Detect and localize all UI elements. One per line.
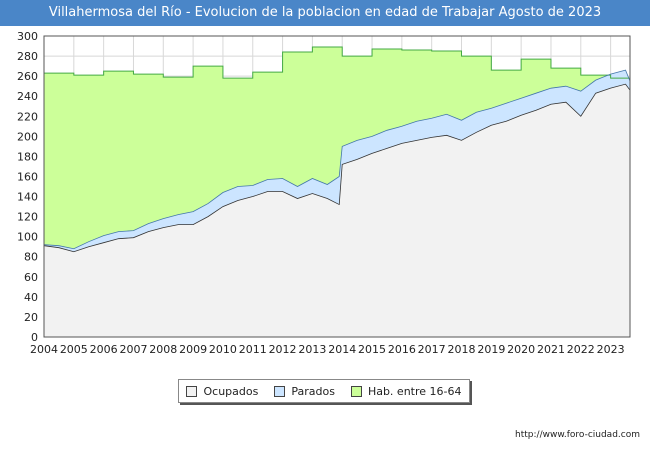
y-tick-label: 220 bbox=[17, 110, 38, 123]
y-tick-label: 80 bbox=[24, 251, 38, 264]
y-tick-label: 300 bbox=[17, 30, 38, 43]
y-tick-label: 60 bbox=[24, 271, 38, 284]
y-tick-label: 100 bbox=[17, 231, 38, 244]
x-tick-label: 2023 bbox=[597, 343, 625, 356]
x-tick-label: 2007 bbox=[119, 343, 147, 356]
plot-frame bbox=[43, 35, 631, 338]
x-tick-label: 2012 bbox=[269, 343, 297, 356]
y-tick-label: 140 bbox=[17, 191, 38, 204]
series-area-ocupados bbox=[44, 84, 630, 337]
chart-area: FORO-CIUDAD.COM0204060801001201401601802… bbox=[17, 30, 631, 356]
y-tick-label: 200 bbox=[17, 130, 38, 143]
chart-title: Villahermosa del Río - Evolucion de la p… bbox=[0, 0, 650, 26]
legend-label-parados: Parados bbox=[291, 384, 335, 398]
y-tick-label: 240 bbox=[17, 90, 38, 103]
legend-label-ocupados: Ocupados bbox=[203, 384, 259, 398]
legend-item-parados: Parados bbox=[274, 385, 335, 398]
y-tick-label: 0 bbox=[31, 331, 38, 344]
y-tick-label: 280 bbox=[17, 50, 38, 63]
x-tick-label: 2014 bbox=[328, 343, 356, 356]
legend-item-habitantes: Hab. entre 16-64 bbox=[350, 384, 462, 398]
x-tick-label: 2019 bbox=[477, 343, 505, 356]
legend-swatch-habitantes bbox=[350, 385, 362, 397]
y-tick-label: 160 bbox=[17, 170, 38, 183]
legend: Ocupados Parados Hab. entre 16-64 bbox=[178, 379, 470, 403]
source-url[interactable]: http://www.foro-ciudad.com bbox=[515, 430, 640, 440]
x-tick-label: 2021 bbox=[537, 343, 565, 356]
x-tick-label: 2006 bbox=[90, 343, 118, 356]
y-tick-label: 180 bbox=[17, 150, 38, 163]
x-tick-label: 2005 bbox=[60, 343, 88, 356]
y-tick-label: 260 bbox=[17, 70, 38, 83]
y-tick-label: 120 bbox=[17, 211, 38, 224]
legend-item-ocupados: Ocupados bbox=[186, 385, 258, 398]
x-tick-label: 2018 bbox=[448, 343, 476, 356]
legend-swatch-ocupados bbox=[186, 385, 198, 397]
x-tick-label: 2015 bbox=[358, 343, 386, 356]
x-tick-label: 2008 bbox=[149, 343, 177, 356]
legend-swatch-parados bbox=[274, 385, 286, 397]
x-tick-label: 2009 bbox=[179, 343, 207, 356]
x-tick-label: 2013 bbox=[298, 343, 326, 356]
y-tick-label: 20 bbox=[24, 311, 38, 324]
series-line-parados bbox=[43, 69, 631, 250]
x-tick-label: 2016 bbox=[388, 343, 416, 356]
x-tick-label: 2020 bbox=[507, 343, 535, 356]
x-tick-label: 2010 bbox=[209, 343, 237, 356]
x-tick-label: 2004 bbox=[30, 343, 58, 356]
y-tick-label: 40 bbox=[24, 291, 38, 304]
x-tick-label: 2017 bbox=[418, 343, 446, 356]
series-line-ocupados bbox=[43, 83, 631, 253]
x-tick-label: 2011 bbox=[239, 343, 267, 356]
x-tick-label: 2022 bbox=[567, 343, 595, 356]
series-line-hab bbox=[44, 46, 630, 79]
legend-label-habitantes: Hab. entre 16-64 bbox=[367, 384, 462, 398]
